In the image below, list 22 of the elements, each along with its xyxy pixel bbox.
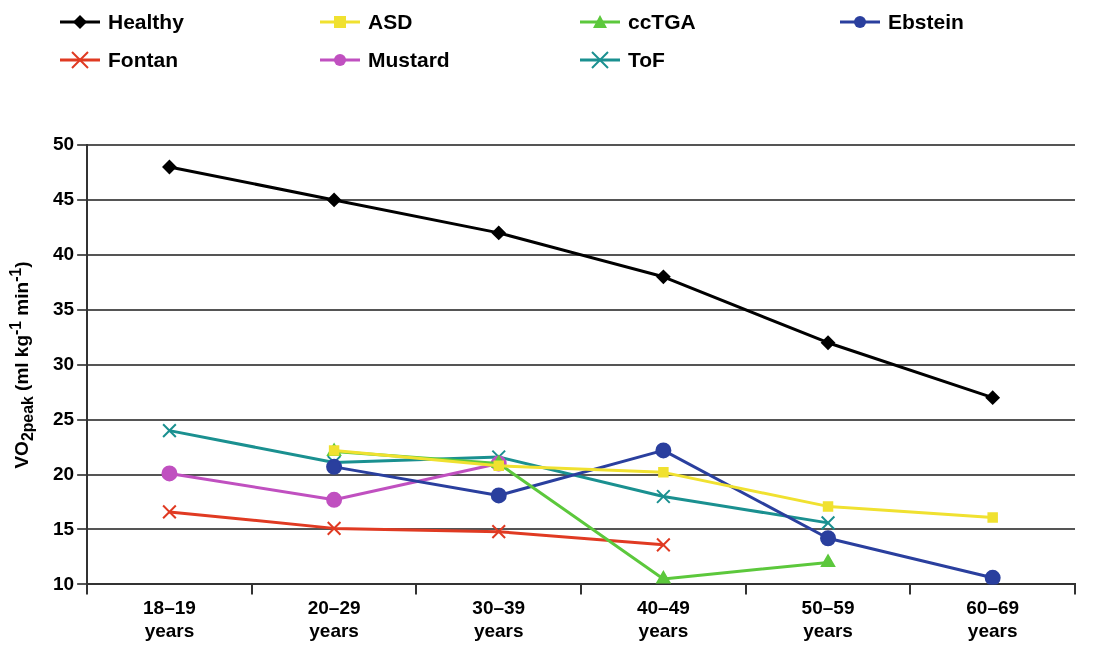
y-tick-label: 15 <box>52 517 75 539</box>
y-tick-label: 25 <box>52 407 75 429</box>
legend-label: Ebstein <box>888 10 964 34</box>
x-tick-label: 20–29 years <box>307 597 361 641</box>
legend-label: Fontan <box>108 48 178 72</box>
x-tick-label: 60–69 years <box>966 597 1020 641</box>
x-tick-label: 18–19 years <box>143 597 196 641</box>
legend-label: ToF <box>628 48 665 72</box>
y-tick-label: 50 <box>52 133 75 155</box>
legend-label: Mustard <box>368 48 450 72</box>
y-tick-label: 35 <box>52 298 75 320</box>
y-tick-label: 45 <box>52 188 75 210</box>
legend-label: ccTGA <box>628 10 696 34</box>
x-tick-label: 30–39 years <box>472 597 526 641</box>
y-tick-label: 20 <box>52 462 75 484</box>
x-tick-label: 40–49 years <box>636 597 690 641</box>
x-tick-label: 50–59 years <box>801 597 855 641</box>
y-tick-label: 10 <box>52 572 75 594</box>
legend-label: Healthy <box>108 10 184 34</box>
y-tick-label: 40 <box>52 243 75 265</box>
y-tick-label: 30 <box>52 352 75 374</box>
legend-label: ASD <box>368 10 413 34</box>
